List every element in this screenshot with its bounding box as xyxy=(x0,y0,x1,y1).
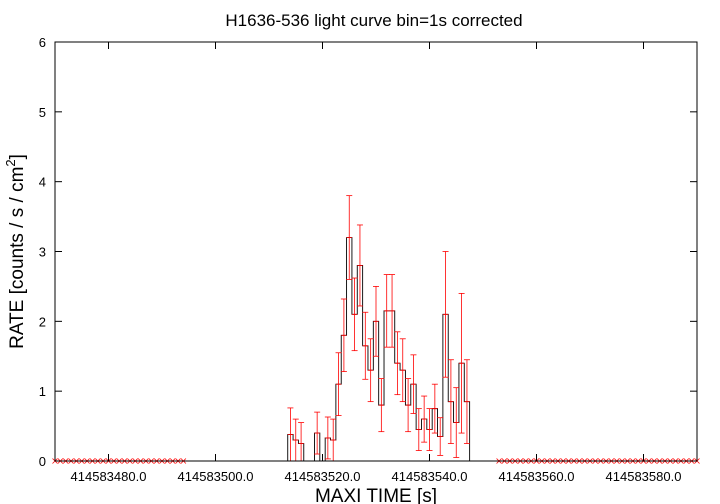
y-axis-label-main: RATE [counts / s / cm xyxy=(7,167,28,349)
x-axis-label: MAXI TIME [s] xyxy=(315,486,437,504)
chart-title: H1636-536 light curve bin=1s corrected xyxy=(225,11,522,30)
y-axis-label: RATE [counts / s / cm2] xyxy=(3,154,28,349)
y-tick-label: 6 xyxy=(39,35,46,50)
x-tick-label: 414583500.0 xyxy=(178,469,254,484)
x-tick-label: 414583540.0 xyxy=(392,469,468,484)
ticks-layer: 0 1 2 3 4 5 6 414583480.0 414583500.0 414583520.0… xyxy=(39,35,697,484)
x-tick-label: 414583580.0 xyxy=(606,469,682,484)
series-layer xyxy=(52,195,700,464)
light-curve-step xyxy=(186,237,497,462)
y-tick-label: 5 xyxy=(39,105,46,120)
x-tick-label: 414583560.0 xyxy=(499,469,575,484)
plot-frame xyxy=(54,41,698,462)
y-tick-label: 0 xyxy=(39,454,46,469)
y-axis-label-sup: 2 xyxy=(3,159,18,166)
y-tick-label: 1 xyxy=(39,384,46,399)
y-tick-label: 2 xyxy=(39,314,46,329)
x-tick-label: 414583520.0 xyxy=(285,469,361,484)
x-tick-label: 414583480.0 xyxy=(71,469,147,484)
y-tick-label: 3 xyxy=(39,245,46,260)
y-tick-label: 4 xyxy=(39,175,46,190)
y-axis-label-tail: ] xyxy=(7,154,28,159)
